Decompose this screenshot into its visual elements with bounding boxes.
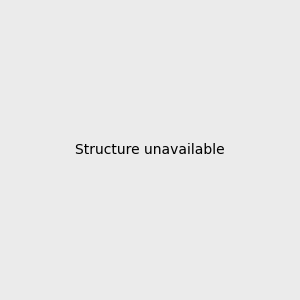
- Text: Structure unavailable: Structure unavailable: [75, 143, 225, 157]
